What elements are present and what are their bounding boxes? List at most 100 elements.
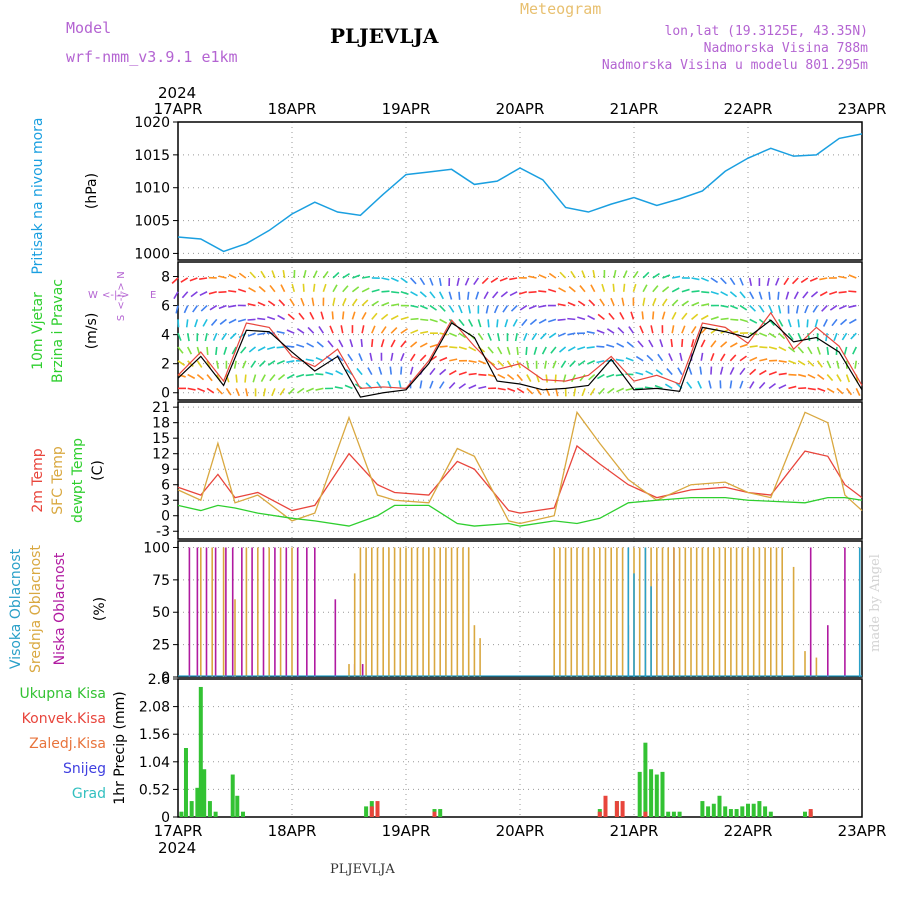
wind-arrow: [478, 373, 487, 377]
wind-arrow: [661, 298, 668, 307]
wind-arrow: [361, 287, 370, 293]
wind-arrow: [843, 346, 848, 355]
wind-arrow: [650, 325, 654, 334]
wind-arrow: [351, 298, 358, 307]
cloud-axis-title-mid: Srednja Oblacnost: [28, 545, 44, 673]
wind-arrow: [247, 303, 256, 307]
wind-arrow: [797, 373, 807, 378]
wind-barbs: [171, 269, 861, 397]
precip-total-bar: [734, 809, 739, 817]
wind-arrow: [177, 360, 186, 366]
wind-arrow: [271, 388, 276, 397]
wind-arrow: [657, 353, 664, 362]
product-title: Meteogram: [520, 0, 602, 18]
temp-axis-title-sfc: SFC Temp: [50, 446, 66, 515]
precip-total-bar: [803, 811, 807, 817]
wind-arrow: [758, 291, 763, 300]
wind-arrow: [538, 290, 547, 293]
wind-arrow: [371, 300, 379, 307]
wind-arrow: [496, 319, 499, 328]
wind-arrow: [654, 384, 663, 390]
wind-arrow: [286, 329, 295, 334]
wind-arrow: [419, 304, 428, 310]
wind-arrow: [630, 311, 635, 320]
wind-arrow: [223, 346, 228, 355]
wind-arrow: [749, 318, 758, 324]
wind-arrow: [288, 387, 295, 395]
wind-arrow: [389, 366, 392, 375]
wind-arrow: [581, 388, 586, 397]
precip-total-bar: [763, 806, 768, 817]
wind-arrow: [807, 387, 816, 391]
wind-arrow: [841, 332, 848, 341]
year-label-bottom: 2024: [158, 839, 196, 857]
precip-total-bar: [666, 811, 671, 817]
wind-arrow: [758, 318, 767, 325]
wind-arrow: [315, 387, 324, 391]
cloud-axis-title-low: Niska Oblacnost: [52, 552, 68, 665]
wind-arrow: [671, 299, 679, 307]
wind-arrow: [277, 373, 286, 381]
wind-arrow: [448, 369, 457, 376]
y-tick-label: 1005: [134, 214, 170, 230]
wind-arrow: [528, 304, 537, 310]
wind-arrow: [838, 290, 847, 294]
wind-arrow: [552, 360, 557, 369]
y-tick-label: 1015: [134, 148, 170, 164]
wind-arrow: [238, 272, 247, 279]
wind-arrow: [202, 318, 208, 327]
wind-arrow: [836, 360, 840, 369]
wind-arrow: [730, 304, 739, 310]
wind-arrow: [206, 374, 213, 382]
x-tick-label-top: 22APR: [724, 100, 773, 118]
wind-arrow: [831, 318, 838, 327]
wind-arrow: [739, 304, 748, 311]
wind-arrow: [410, 341, 418, 348]
wind-arrow: [826, 346, 830, 356]
wind-arrow: [260, 270, 266, 279]
compass-arrow-v: <-|->: [116, 282, 127, 309]
wind-arrow: [400, 316, 409, 321]
wind-arrow: [400, 366, 403, 375]
wind-arrow: [648, 339, 654, 348]
wind-arrow: [768, 346, 778, 350]
wind-arrow: [344, 384, 353, 390]
wind-arrow: [208, 291, 217, 295]
wind-arrow: [497, 387, 506, 391]
wind-arrow: [691, 301, 700, 307]
wind-arrow: [825, 333, 829, 342]
y-tick-label: 9: [161, 462, 170, 478]
wind-arrow: [358, 353, 363, 362]
cloud-axis-title-high: Visoka Oblacnost: [8, 548, 24, 669]
wind-arrow: [225, 374, 230, 383]
wind-arrow: [409, 277, 417, 285]
wind-arrow: [531, 332, 538, 341]
wind-arrow: [260, 374, 266, 383]
wind-arrow: [506, 346, 511, 355]
y-tick-label: 0: [161, 810, 170, 826]
wind-arrow: [360, 338, 363, 348]
pressure-unit-label: (hPa): [84, 173, 100, 209]
wind-arrow: [175, 305, 179, 314]
precip-total-bar: [438, 809, 443, 817]
wind-arrow: [797, 360, 806, 366]
wind-arrow: [219, 318, 227, 325]
wind-arrow: [645, 370, 654, 376]
wind-arrow: [468, 359, 477, 364]
wind-arrow: [528, 275, 537, 279]
wind-arrow: [194, 319, 199, 328]
wind-arrow: [177, 332, 182, 341]
wind-arrow: [210, 318, 218, 326]
wind-arrow: [519, 304, 528, 311]
wind-arrow: [492, 291, 499, 299]
precip-total-bar: [757, 801, 762, 817]
wind-arrow: [190, 291, 198, 298]
wind-arrow: [420, 318, 429, 322]
wind-arrow: [267, 316, 276, 321]
wind-arrow: [514, 333, 518, 342]
wind-arrow: [189, 277, 198, 282]
wind-arrow: [793, 291, 799, 300]
y-tick-label: 15: [152, 431, 170, 447]
wind-arrow: [204, 333, 208, 342]
